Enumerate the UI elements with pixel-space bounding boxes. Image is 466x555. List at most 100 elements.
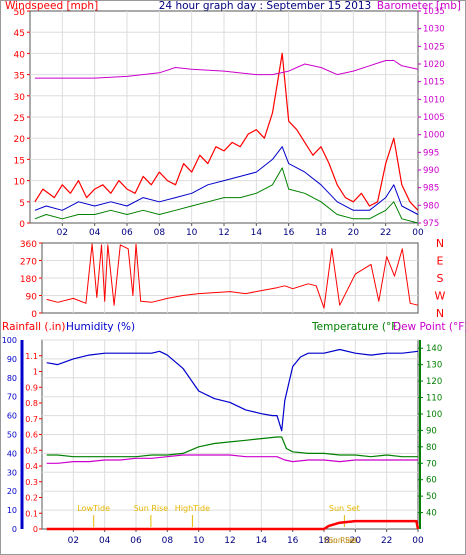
compass-label: N [436,307,444,320]
climate-x-tick-label: 22 [381,536,392,546]
rain-tick-label: 1 [33,368,38,377]
wind-x-tick-label: 20 [348,228,360,238]
climate-x-tick-label: 04 [99,536,111,546]
series-windspeed-mph [34,52,419,211]
event-annotation: LowTide [77,504,110,513]
climate-x-tick-label: 02 [68,536,79,546]
baro-y-tick-label: 1015 [423,78,445,88]
compass-label: S [437,272,444,285]
humidity-tick-label: 90 [7,355,17,364]
climate-x-tick-label: 18 [318,536,330,546]
climate-x-tick-label: 08 [162,536,174,546]
baro-y-tick-label: 990 [423,166,439,176]
temperature-tick-label: 60 [426,476,437,486]
humidity-tick-label: 20 [7,487,17,496]
wind-x-tick-label: 08 [154,228,166,238]
baro-y-tick-label: 1025 [423,42,445,52]
humidity-tick-label: 70 [7,393,17,402]
climate-x-tick-label: 00 [412,536,424,546]
event-annotation: Sun Set [329,504,360,513]
rain-tick-label: 0.1 [25,509,38,518]
series-barometer-mb [34,60,419,79]
baro-y-tick-label: 980 [423,201,439,211]
temperature-tick-label: 80 [426,443,437,453]
wind-y-tick-label: 0 [19,220,25,230]
baro-y-tick-label: 1035 [423,7,445,17]
wind-y-tick-label: 10 [14,178,26,188]
wind-x-tick-label: 12 [218,228,229,238]
direction-y-tick-label: 180 [20,275,37,285]
baro-y-tick-label: 995 [423,148,439,158]
tick-annotation: Sun Set [328,536,357,545]
barometer-axis-title: Barometer [mb] [377,0,461,12]
humidity-tick-label: 50 [7,431,17,440]
wind-y-tick-label: 45 [14,29,25,39]
wind-x-tick-label: 18 [315,228,327,238]
temperature-tick-label: 140 [426,344,442,354]
event-annotation: HighTide [175,504,210,513]
wind-y-tick-label: 35 [14,72,25,82]
series-temperature-f [46,436,418,458]
wind-y-tick-label: 30 [14,93,26,103]
series-dew-point-f [46,454,418,464]
wind-panel: 0510152025303540455097598098599099510001… [14,7,445,238]
tick-annotation: Sun Rise [323,536,356,545]
wind-y-tick-label: 5 [19,199,25,209]
rain-tick-label: 0.9 [25,383,38,392]
wind-x-tick-label: 00 [412,228,424,238]
rain-tick-label: 0.8 [25,399,38,408]
temperature-tick-label: 70 [426,459,437,469]
event-annotation: Sun Rise [134,504,169,513]
rain-tick-label: 0 [33,525,38,534]
humidity-tick-label: 100 [2,336,17,345]
baro-y-tick-label: 1010 [423,95,445,105]
wind-y-tick-label: 20 [14,135,26,145]
compass-label: E [437,255,444,268]
series-wind-direction [46,243,419,309]
compass-label: N [436,237,444,250]
wind-x-tick-label: 10 [186,228,198,238]
direction-y-tick-label: 360 [20,240,37,250]
humidity-axis-title: Humidity (%) [66,321,135,333]
climate-x-tick-label: 14 [256,536,268,546]
series-gust [34,146,419,215]
climate-panel: 010203040506070809010000.10.20.30.40.50.… [2,336,443,546]
direction-y-tick-label: 270 [20,258,37,268]
wind-y-tick-label: 25 [14,114,25,124]
series-humidity [46,348,419,432]
humidity-tick-label: 60 [7,412,17,421]
compass-label: W [435,290,446,303]
temperature-tick-label: 110 [426,394,442,404]
wind-x-tick-label: 14 [251,228,263,238]
series-rainfall-in [46,519,420,531]
temperature-axis-title: Temperature (°F) [311,321,401,333]
climate-x-tick-label: 12 [224,536,235,546]
wind-x-tick-label: 16 [283,228,295,238]
wind-x-tick-label: 02 [57,228,68,238]
baro-y-tick-label: 1020 [423,60,445,70]
baro-y-tick-label: 1005 [423,113,445,123]
baro-y-tick-label: 985 [423,184,439,194]
climate-x-tick-label: 16 [287,536,299,546]
chart-title: 24 hour graph day : September 15 2013 [159,0,371,12]
baro-y-tick-label: 975 [423,219,439,229]
temperature-tick-label: 100 [426,410,442,420]
wind-y-tick-label: 40 [14,50,26,60]
humidity-tick-label: 40 [7,449,17,458]
rain-tick-label: 1.1 [25,352,38,361]
wind-x-tick-label: 06 [121,228,133,238]
humidity-tick-label: 30 [7,468,17,477]
wind-y-tick-label: 50 [14,8,26,18]
rain-tick-label: 0.4 [25,462,38,471]
direction-y-tick-label: 90 [26,293,38,303]
wind-x-tick-label: 22 [380,228,391,238]
windspeed-axis-title: Windspeed [mph] [5,0,98,12]
rain-tick-label: 0.6 [25,431,38,440]
temperature-tick-label: 130 [426,361,442,371]
temperature-tick-label: 120 [426,377,442,387]
temperature-tick-label: 40 [426,509,437,519]
rainfall-axis-title: Rainfall (.in) [2,321,65,333]
rain-tick-label: 0.2 [25,494,38,503]
